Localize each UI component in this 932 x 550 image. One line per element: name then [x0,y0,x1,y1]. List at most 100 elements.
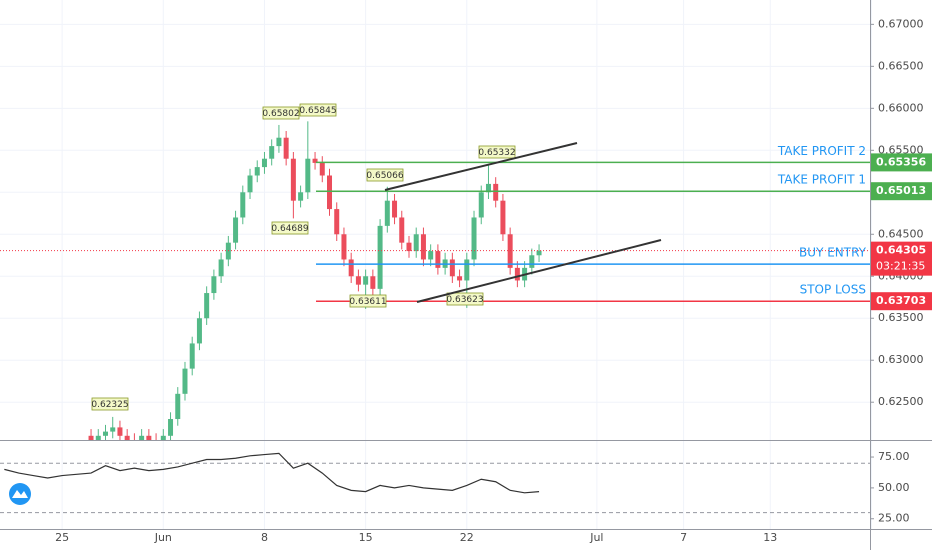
candle-body [146,435,152,440]
y-tick-label: 0.63500 [878,311,924,324]
annotation: 0.65066 [366,171,403,181]
candle-body [124,435,130,440]
candle-body [175,393,181,420]
annotation: 0.65332 [478,148,515,158]
candle-body [290,158,296,201]
x-tick-label: 25 [55,531,69,544]
price-box [871,292,932,311]
candle-body [204,293,210,319]
candle-body [102,431,108,436]
candle-body [464,259,470,281]
candle-body [117,427,123,436]
candle-body [298,192,304,201]
candle-body [334,209,340,235]
axes: 25 Jun 8 15 22 Jul 7 13 0.62500 0.63000 0.63500 0.6… [55,17,932,544]
annotation-box [271,221,309,235]
candle-body [182,368,188,394]
level-label: STOP LOSS [800,283,866,297]
y-tick-label: 0.63000 [878,353,924,366]
candle-body [471,217,477,260]
x-tick-label: 13 [763,531,777,544]
y-tick-label: 0.66500 [878,59,924,72]
candle-body [269,146,275,159]
candle-body [283,137,289,159]
y-tick-label: 0.67000 [878,17,924,30]
trend-line [384,142,578,191]
candle-body [312,158,318,163]
x-tick-label: 15 [359,531,373,544]
candle-body [327,175,333,210]
candle-body [341,234,347,260]
candle-body [529,255,535,268]
x-tick-label: Jul [589,531,603,544]
candle-body [168,419,174,436]
price-box [871,182,932,201]
candle-body [420,234,426,260]
y-tick-label: 25.00 [878,512,910,525]
x-tick-label: 7 [680,531,687,544]
candle-body [377,225,383,289]
annotation: 0.65802 [262,109,299,119]
candle-body [95,435,101,440]
annotation-box [299,103,337,117]
candle-body [254,167,260,176]
candle-body [514,267,520,281]
annotation: 0.62325 [91,400,128,410]
candle-body [88,435,94,440]
grid [0,0,872,529]
candle-body [240,192,246,218]
candle-body [189,343,195,369]
candle-body [247,175,253,193]
annotation-box [446,292,484,306]
price-box-label: 0.64305 [876,244,926,257]
annotation: 0.63623 [446,295,483,305]
candle-body [355,276,361,285]
y-tick-label: 75.00 [878,450,910,463]
candle-body [211,276,217,294]
trend-line [416,239,662,303]
candle-body [370,276,376,289]
logo-mark [12,490,28,498]
annotation: 0.65845 [299,106,336,116]
rsi-pane [0,452,870,514]
candle-body [406,242,412,252]
level-label: TAKE PROFIT 2 [777,144,866,158]
level-label: BUY ENTRY [799,246,867,260]
x-tick-label: 22 [460,531,474,544]
candle-body [363,276,369,285]
countdown: 03:21:35 [876,260,925,273]
annotation: 0.63611 [349,297,386,307]
candle-body [435,251,441,268]
candle-body [110,427,116,432]
candle-body [536,250,542,256]
price-box-label: 0.63703 [876,294,926,307]
candle-body [233,217,239,243]
annotation-box [478,145,516,159]
candle-body [276,137,282,147]
price-box-label: 0.65013 [876,184,926,197]
price-pane: TAKE PROFIT 2 TAKE PROFIT 1 BUY ENTRY STOP … [0,103,870,440]
candle-body [493,183,499,201]
candle-body [399,217,405,243]
y-tick-label: 0.62500 [878,395,924,408]
annotation-box [91,397,129,411]
candle-body [160,435,166,440]
candle-body [319,162,325,176]
candle-body [305,158,311,193]
candle-body [485,183,491,193]
y-tick-label: 0.66000 [878,101,924,114]
annotation-box [262,106,300,120]
x-tick-label: 8 [261,531,268,544]
annotation: 0.64689 [271,224,308,234]
candle-body [384,200,390,226]
candle-body [261,158,267,168]
candle-body [392,200,398,218]
candle-body [500,200,506,235]
candle-body [413,234,419,252]
candle-body [428,251,434,260]
candle-body [348,259,354,277]
y-tick-label: 0.64500 [878,227,924,240]
annotation-box [366,168,404,182]
candle-body [457,276,463,281]
